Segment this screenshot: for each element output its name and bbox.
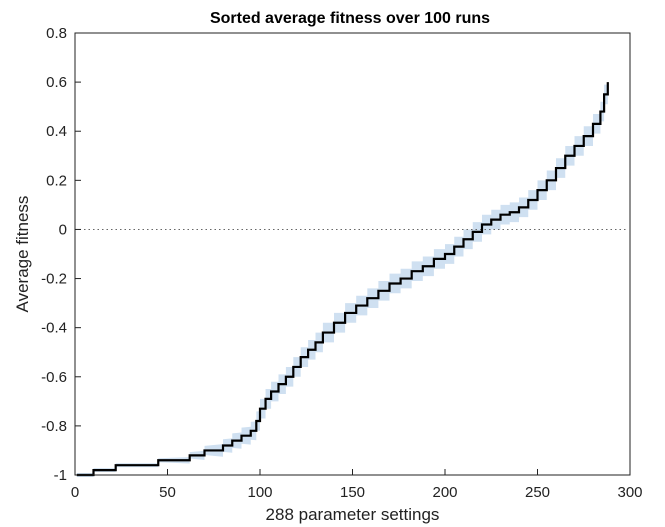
y-tick-label: -0.8: [41, 418, 67, 435]
x-tick-label: 0: [71, 484, 79, 501]
confidence-band: [76, 72, 608, 477]
y-tick-labels: -1 -0.8 -0.6 -0.4 -0.2 0 0.2 0.4 0.6 0.8: [41, 25, 67, 484]
x-tick-labels: 0 50 100 150 200 250 300: [71, 484, 643, 501]
y-tick-label: -1: [54, 467, 67, 484]
y-tick-label: -0.2: [41, 271, 67, 288]
series-line-layer: [76, 82, 609, 477]
x-tick-label: 100: [247, 484, 272, 501]
x-tick-label: 50: [159, 484, 176, 501]
y-tick-label: 0.2: [46, 172, 67, 189]
y-tick-label: -0.6: [41, 369, 67, 386]
plot-frame: [74, 32, 631, 476]
x-axis-label: 288 parameter settings: [266, 505, 440, 524]
y-tick-label: 0.8: [46, 25, 67, 42]
x-tick-label: 200: [432, 484, 457, 501]
y-tick-label: 0.4: [46, 123, 67, 140]
y-tick-label: 0: [59, 221, 67, 238]
y-tick-label: 0.6: [46, 74, 67, 91]
chart-title: Sorted average fitness over 100 runs: [210, 10, 490, 27]
x-tick-label: 150: [340, 484, 365, 501]
x-tick-label: 250: [525, 484, 550, 501]
axis-ticks: [74, 32, 631, 476]
y-axis-label: Average fitness: [13, 196, 32, 313]
series-line: [76, 82, 609, 477]
y-tick-label: -0.4: [41, 320, 67, 337]
confidence-band-layer: [76, 72, 608, 477]
x-tick-label: 300: [617, 484, 642, 501]
